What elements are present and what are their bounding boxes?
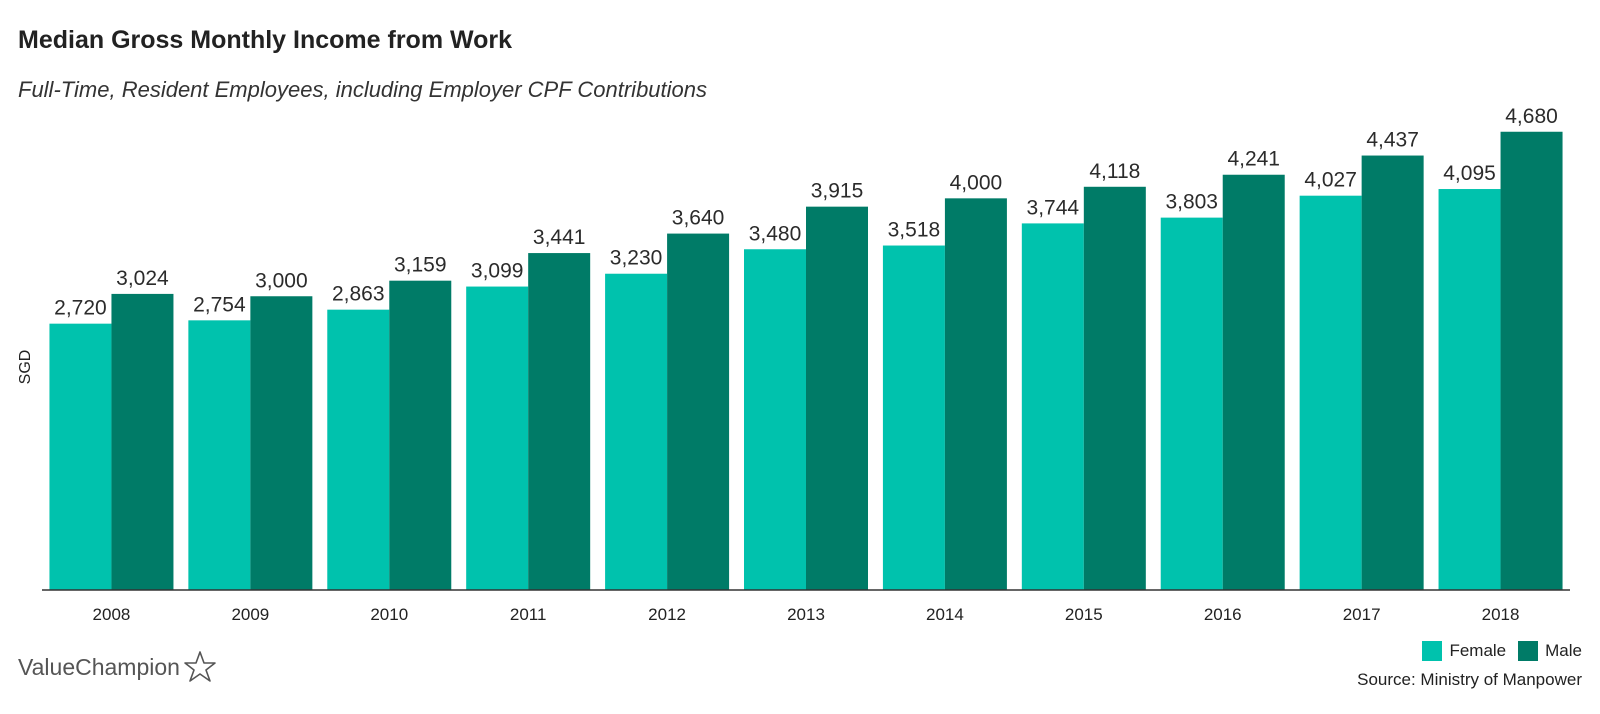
data-label-male-2010: 3,159 — [394, 254, 447, 277]
y-axis-label: SGD — [17, 350, 34, 385]
brand-logo: ValueChampion — [18, 650, 217, 684]
bar-female-2015 — [1021, 223, 1084, 590]
data-label-female-2016: 3,803 — [1165, 191, 1218, 214]
data-label-male-2011: 3,441 — [533, 226, 586, 249]
data-label-female-2010: 2,863 — [332, 283, 385, 306]
source-note: Source: Ministry of Manpower — [1357, 670, 1582, 689]
data-label-male-2009: 3,000 — [255, 269, 308, 292]
x-tick-label-2009: 2009 — [231, 605, 269, 624]
bar-female-2018 — [1438, 189, 1501, 590]
x-tick-label-2018: 2018 — [1482, 605, 1520, 624]
bar-female-2013 — [744, 249, 806, 590]
bar-male-2010 — [389, 280, 452, 590]
bar-male-2018 — [1500, 131, 1563, 590]
data-label-male-2012: 3,640 — [672, 207, 725, 230]
x-tick-label-2015: 2015 — [1065, 605, 1103, 624]
data-label-female-2017: 4,027 — [1304, 169, 1357, 192]
data-label-male-2015: 4,118 — [1089, 160, 1140, 183]
legend-item-female: Female — [1422, 641, 1506, 661]
data-label-female-2015: 3,744 — [1027, 196, 1080, 219]
bar-male-2008 — [111, 293, 174, 590]
x-tick-label-2016: 2016 — [1204, 605, 1242, 624]
x-tick-label-2013: 2013 — [787, 605, 825, 624]
brand-name: ValueChampion — [18, 653, 180, 680]
legend-label-female: Female — [1449, 641, 1507, 660]
data-label-female-2012: 3,230 — [610, 247, 663, 270]
bar-female-2008 — [49, 323, 112, 590]
bar-female-2011 — [466, 286, 529, 590]
data-label-male-2017: 4,437 — [1366, 129, 1419, 152]
bar-male-2013 — [806, 206, 868, 590]
data-label-male-2018: 4,680 — [1505, 105, 1558, 128]
bar-male-2009 — [250, 296, 313, 590]
data-label-male-2016: 4,241 — [1227, 148, 1280, 171]
data-label-female-2011: 3,099 — [471, 260, 524, 283]
x-tick-label-2014: 2014 — [926, 605, 964, 624]
data-label-female-2013: 3,480 — [749, 222, 802, 245]
data-label-female-2014: 3,518 — [888, 219, 941, 242]
bar-male-2017 — [1361, 155, 1424, 590]
bar-female-2010 — [327, 309, 390, 590]
legend-swatch-male — [1518, 641, 1539, 661]
bar-male-2016 — [1222, 174, 1285, 590]
bar-female-2012 — [605, 273, 668, 590]
legend-item-male: Male — [1518, 641, 1582, 661]
data-label-female-2009: 2,754 — [193, 293, 246, 316]
bar-male-2015 — [1083, 186, 1146, 590]
bar-female-2017 — [1299, 195, 1362, 591]
legend: Female Male — [1410, 641, 1582, 661]
data-label-male-2014: 4,000 — [950, 171, 1003, 194]
bar-female-2009 — [188, 320, 251, 590]
x-tick-label-2012: 2012 — [648, 605, 686, 624]
legend-swatch-female — [1422, 641, 1443, 661]
star-icon — [184, 651, 216, 682]
data-label-female-2018: 4,095 — [1443, 162, 1496, 185]
x-tick-label-2017: 2017 — [1343, 605, 1381, 624]
x-tick-label-2008: 2008 — [93, 605, 131, 624]
bar-female-2016 — [1160, 217, 1223, 590]
bar-male-2014 — [944, 198, 1007, 591]
chart-title: Median Gross Monthly Income from Work — [18, 26, 513, 54]
bar-male-2012 — [667, 233, 730, 591]
bar-female-2014 — [882, 245, 945, 590]
bar-male-2011 — [528, 253, 591, 590]
legend-label-male: Male — [1545, 641, 1582, 660]
data-label-male-2013: 3,915 — [811, 180, 864, 203]
data-label-female-2008: 2,720 — [54, 297, 107, 320]
chart-subtitle: Full-Time, Resident Employees, including… — [18, 77, 708, 102]
data-label-male-2008: 3,024 — [116, 267, 169, 290]
x-tick-label-2010: 2010 — [370, 605, 408, 624]
x-tick-label-2011: 2011 — [510, 605, 547, 624]
